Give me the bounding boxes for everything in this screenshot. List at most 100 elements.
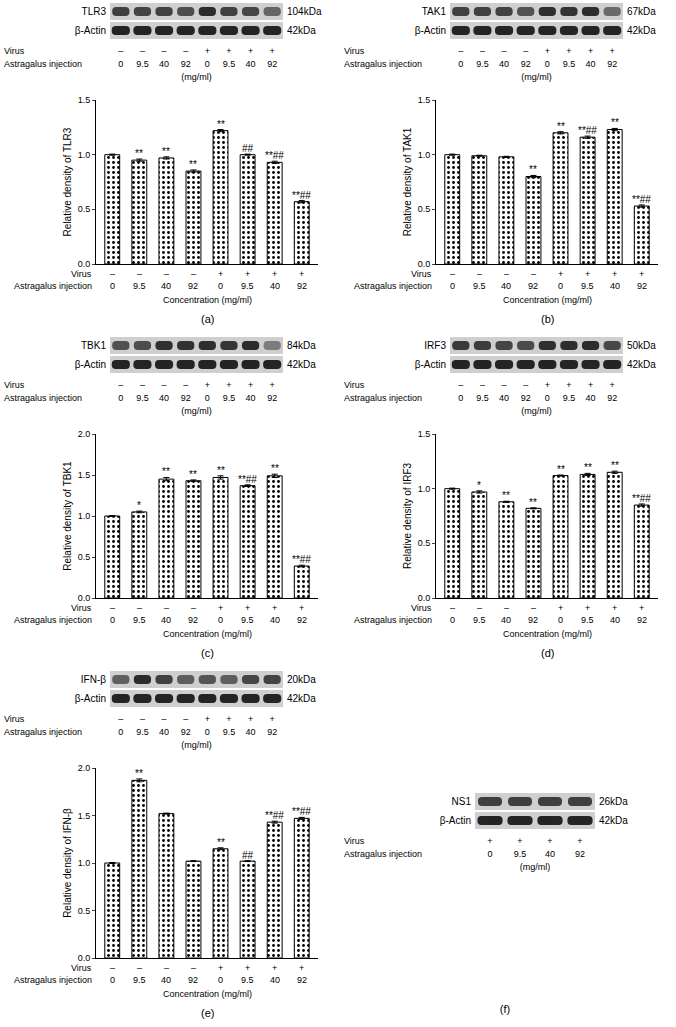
svg-text:Virus: Virus: [344, 380, 365, 390]
svg-text:Relative density of IFN-β: Relative density of IFN-β: [62, 808, 73, 918]
svg-text:0.5: 0.5: [78, 204, 91, 214]
svg-text:0: 0: [118, 727, 123, 737]
svg-text:Astragalus injection: Astragalus injection: [4, 59, 82, 69]
svg-text:0: 0: [458, 393, 463, 403]
svg-text:TBK1: TBK1: [81, 340, 106, 351]
svg-text:+: +: [272, 269, 277, 279]
svg-text:0.0: 0.0: [78, 593, 91, 603]
svg-text:**##: **##: [238, 474, 257, 485]
svg-text:+: +: [558, 269, 563, 279]
svg-text:**: **: [189, 469, 197, 480]
svg-text:+: +: [245, 269, 250, 279]
svg-text:–: –: [137, 269, 142, 279]
svg-text:9.5: 9.5: [241, 615, 254, 625]
svg-text:92: 92: [521, 393, 531, 403]
svg-text:Virus: Virus: [344, 46, 365, 56]
svg-text:**: **: [135, 148, 143, 159]
svg-text:2.0: 2.0: [78, 763, 91, 773]
svg-text:–: –: [140, 380, 145, 390]
svg-text:92: 92: [181, 393, 191, 403]
svg-text:0.0: 0.0: [78, 259, 91, 269]
svg-text:1.0: 1.0: [78, 150, 91, 160]
svg-text:40: 40: [246, 59, 256, 69]
svg-text:2.0: 2.0: [78, 429, 91, 439]
svg-text:Concentration (mg/ml): Concentration (mg/ml): [163, 989, 252, 999]
svg-text:Astragalus injection: Astragalus injection: [14, 615, 92, 625]
svg-text:0: 0: [450, 615, 455, 625]
svg-text:40: 40: [499, 59, 509, 69]
svg-text:40: 40: [501, 615, 511, 625]
svg-text:0.5: 0.5: [418, 204, 431, 214]
svg-text:(mg/ml): (mg/ml): [521, 406, 552, 416]
svg-text:##: ##: [242, 143, 254, 154]
svg-text:Astragalus injection: Astragalus injection: [344, 59, 422, 69]
svg-text:40: 40: [586, 59, 596, 69]
svg-text:Virus: Virus: [71, 603, 92, 613]
svg-text:40: 40: [501, 281, 511, 291]
svg-text:–: –: [531, 603, 536, 613]
svg-text:0: 0: [110, 615, 115, 625]
svg-text:92: 92: [297, 615, 307, 625]
svg-text:–: –: [458, 46, 463, 56]
svg-text:–: –: [191, 963, 196, 973]
svg-text:**##: **##: [632, 194, 651, 205]
svg-text:**: **: [217, 465, 225, 476]
svg-text:9.5: 9.5: [514, 849, 527, 859]
svg-text:+: +: [248, 714, 253, 724]
svg-text:0: 0: [558, 615, 563, 625]
svg-text:+: +: [205, 46, 210, 56]
svg-text:**: **: [162, 466, 170, 477]
svg-text:42kDa: 42kDa: [287, 359, 316, 370]
svg-text:–: –: [531, 269, 536, 279]
svg-text:Virus: Virus: [4, 714, 25, 724]
svg-text:0: 0: [110, 975, 115, 985]
svg-text:9.5: 9.5: [136, 727, 149, 737]
svg-text:92: 92: [637, 615, 647, 625]
svg-text:1.0: 1.0: [78, 858, 91, 868]
svg-text:Concentration (mg/ml): Concentration (mg/ml): [503, 295, 592, 305]
svg-text:(mg/ml): (mg/ml): [181, 72, 212, 82]
svg-text:+: +: [577, 836, 582, 846]
svg-text:104kDa: 104kDa: [287, 6, 322, 17]
svg-text:–: –: [140, 714, 145, 724]
svg-text:9.5: 9.5: [476, 393, 489, 403]
svg-text:–: –: [118, 380, 123, 390]
svg-text:–: –: [477, 603, 482, 613]
svg-text:NS1: NS1: [452, 796, 472, 807]
svg-text:Concentration (mg/ml): Concentration (mg/ml): [163, 629, 252, 639]
svg-text:92: 92: [607, 59, 617, 69]
svg-text:+: +: [218, 269, 223, 279]
svg-text:50kDa: 50kDa: [627, 340, 656, 351]
svg-text:(mg/ml): (mg/ml): [181, 406, 212, 416]
svg-text:–: –: [118, 714, 123, 724]
svg-text:+: +: [545, 46, 550, 56]
svg-text:40: 40: [610, 615, 620, 625]
svg-text:–: –: [523, 46, 528, 56]
svg-text:Relative density of IRF3: Relative density of IRF3: [402, 462, 413, 569]
svg-text:–: –: [183, 380, 188, 390]
svg-text:9.5: 9.5: [133, 281, 146, 291]
svg-text:40: 40: [586, 393, 596, 403]
svg-text:1.5: 1.5: [418, 95, 431, 105]
svg-text:9.5: 9.5: [241, 281, 254, 291]
svg-text:(mg/ml): (mg/ml): [521, 72, 552, 82]
svg-text:**: **: [162, 146, 170, 157]
svg-text:0: 0: [110, 281, 115, 291]
svg-text:20kDa: 20kDa: [287, 674, 316, 685]
svg-text:40: 40: [246, 727, 256, 737]
svg-text:92: 92: [181, 59, 191, 69]
svg-text:+: +: [588, 46, 593, 56]
svg-text:+: +: [299, 963, 304, 973]
svg-text:–: –: [191, 603, 196, 613]
svg-text:(b): (b): [541, 313, 554, 325]
svg-text:–: –: [480, 46, 485, 56]
svg-text:40: 40: [161, 615, 171, 625]
svg-text:0.5: 0.5: [78, 552, 91, 562]
svg-text:–: –: [162, 380, 167, 390]
svg-text:1.0: 1.0: [418, 484, 431, 494]
svg-text:92: 92: [188, 975, 198, 985]
svg-text:9.5: 9.5: [476, 59, 489, 69]
svg-text:92: 92: [188, 281, 198, 291]
svg-text:1.5: 1.5: [418, 429, 431, 439]
svg-text:92: 92: [267, 393, 277, 403]
